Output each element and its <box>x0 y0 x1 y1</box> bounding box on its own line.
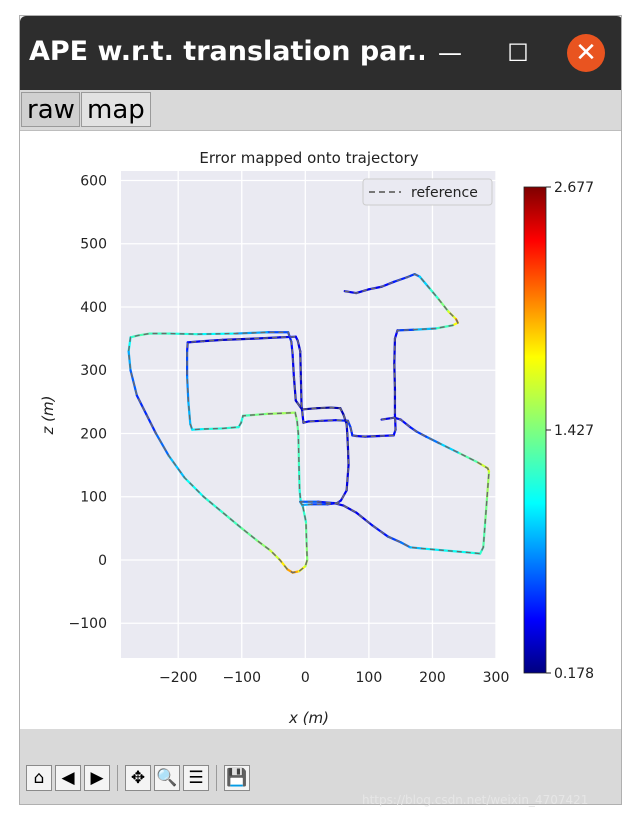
back-arrow-icon: ◀ <box>61 768 75 788</box>
trajectory-segment <box>299 350 302 378</box>
trajectory-segment <box>291 353 295 378</box>
home-icon: ⌂ <box>33 768 45 788</box>
trajectory-segment <box>482 520 487 549</box>
trajectory-segment <box>187 400 192 426</box>
y-tick-labels: −100 0 100 200 300 400 500 600 <box>69 173 107 632</box>
plot-area <box>121 171 496 658</box>
colorbar-label-min: 0.178 <box>554 666 594 682</box>
x-tick-label: 200 <box>419 670 446 686</box>
matplotlib-toolbar: ⌂ ◀ ▶ ✥ 🔍 ☰ 💾 <box>20 729 621 804</box>
legend-box <box>362 178 493 206</box>
pan-icon: ✥ <box>130 768 146 788</box>
trajectory-segment <box>154 432 170 457</box>
chart-title: Error mapped onto trajectory <box>199 149 418 167</box>
forward-button[interactable]: ▶ <box>84 765 110 791</box>
grid-lines <box>121 171 497 658</box>
colorbar-label-max: 2.677 <box>554 180 594 196</box>
sliders-icon: ☰ <box>188 768 204 788</box>
pan-button[interactable]: ✥ <box>125 765 151 791</box>
x-tick-labels: −200 −100 0 100 200 300 <box>159 670 509 686</box>
trajectory-segment <box>299 375 303 407</box>
back-button[interactable]: ◀ <box>55 765 81 791</box>
save-button[interactable]: 💾 <box>224 765 250 791</box>
tab-raw[interactable]: raw <box>21 92 80 127</box>
trajectory-chart: −100 0 100 200 300 400 500 600 −200 −100 0 100 200 3… <box>39 149 594 727</box>
zoom-icon: 🔍 <box>156 768 178 788</box>
x-tick-label: 0 <box>301 670 310 686</box>
maximize-button[interactable]: ☐ <box>499 34 537 72</box>
close-button[interactable]: ✕ <box>567 34 605 72</box>
save-icon: 💾 <box>226 768 248 788</box>
y-axis-label: z (m) <box>39 396 57 436</box>
tab-map[interactable]: map <box>81 92 151 127</box>
y-tick-label: 0 <box>98 553 107 569</box>
title-bar[interactable]: APE w.r.t. translation par... — ☐ ✕ <box>20 16 621 90</box>
minimize-icon: — <box>438 39 462 67</box>
configure-subplots-button[interactable]: ☰ <box>183 765 209 791</box>
minimize-button[interactable]: — <box>431 34 469 72</box>
y-tick-label: −100 <box>69 616 107 632</box>
figure-canvas[interactable]: −100 0 100 200 300 400 500 600 −200 −100 0 100 200 3… <box>20 131 621 729</box>
colorbar-label-mid: 1.427 <box>554 423 594 439</box>
reference-line <box>127 273 490 574</box>
y-tick-label: 400 <box>80 300 107 316</box>
toolbar-separator <box>117 765 118 791</box>
x-tick-label: 300 <box>483 670 510 686</box>
colorbar-gradient <box>523 186 547 674</box>
y-tick-label: 100 <box>80 490 107 506</box>
forward-arrow-icon: ▶ <box>90 768 104 788</box>
window-title: APE w.r.t. translation par... <box>29 36 424 67</box>
x-axis-label: x (m) <box>288 709 329 727</box>
y-tick-label: 300 <box>80 363 107 379</box>
y-tick-label: 500 <box>80 237 107 253</box>
x-tick-label: −100 <box>223 670 261 686</box>
x-tick-label: 100 <box>356 670 383 686</box>
x-tick-label: −200 <box>159 670 197 686</box>
y-tick-label: 200 <box>80 426 107 442</box>
zoom-button[interactable]: 🔍 <box>154 765 180 791</box>
toolbar-separator <box>216 765 217 791</box>
app-window: APE w.r.t. translation par... — ☐ ✕ raw … <box>19 15 622 805</box>
trajectory-segment <box>167 454 186 479</box>
trajectory-segment <box>183 476 205 498</box>
y-tick-label: 600 <box>80 173 107 189</box>
watermark: https://blog.csdn.net/weixin_4707421 <box>362 793 589 807</box>
maximize-icon: ☐ <box>507 39 529 67</box>
legend: reference <box>362 178 493 206</box>
tab-bar: raw map <box>20 90 621 131</box>
trajectory-segment <box>393 337 397 366</box>
close-icon: ✕ <box>575 38 597 68</box>
colorbar: 2.677 1.427 0.178 <box>523 180 594 682</box>
legend-label-reference: reference <box>411 185 478 201</box>
trajectory-path <box>127 272 491 574</box>
home-button[interactable]: ⌂ <box>26 765 52 791</box>
